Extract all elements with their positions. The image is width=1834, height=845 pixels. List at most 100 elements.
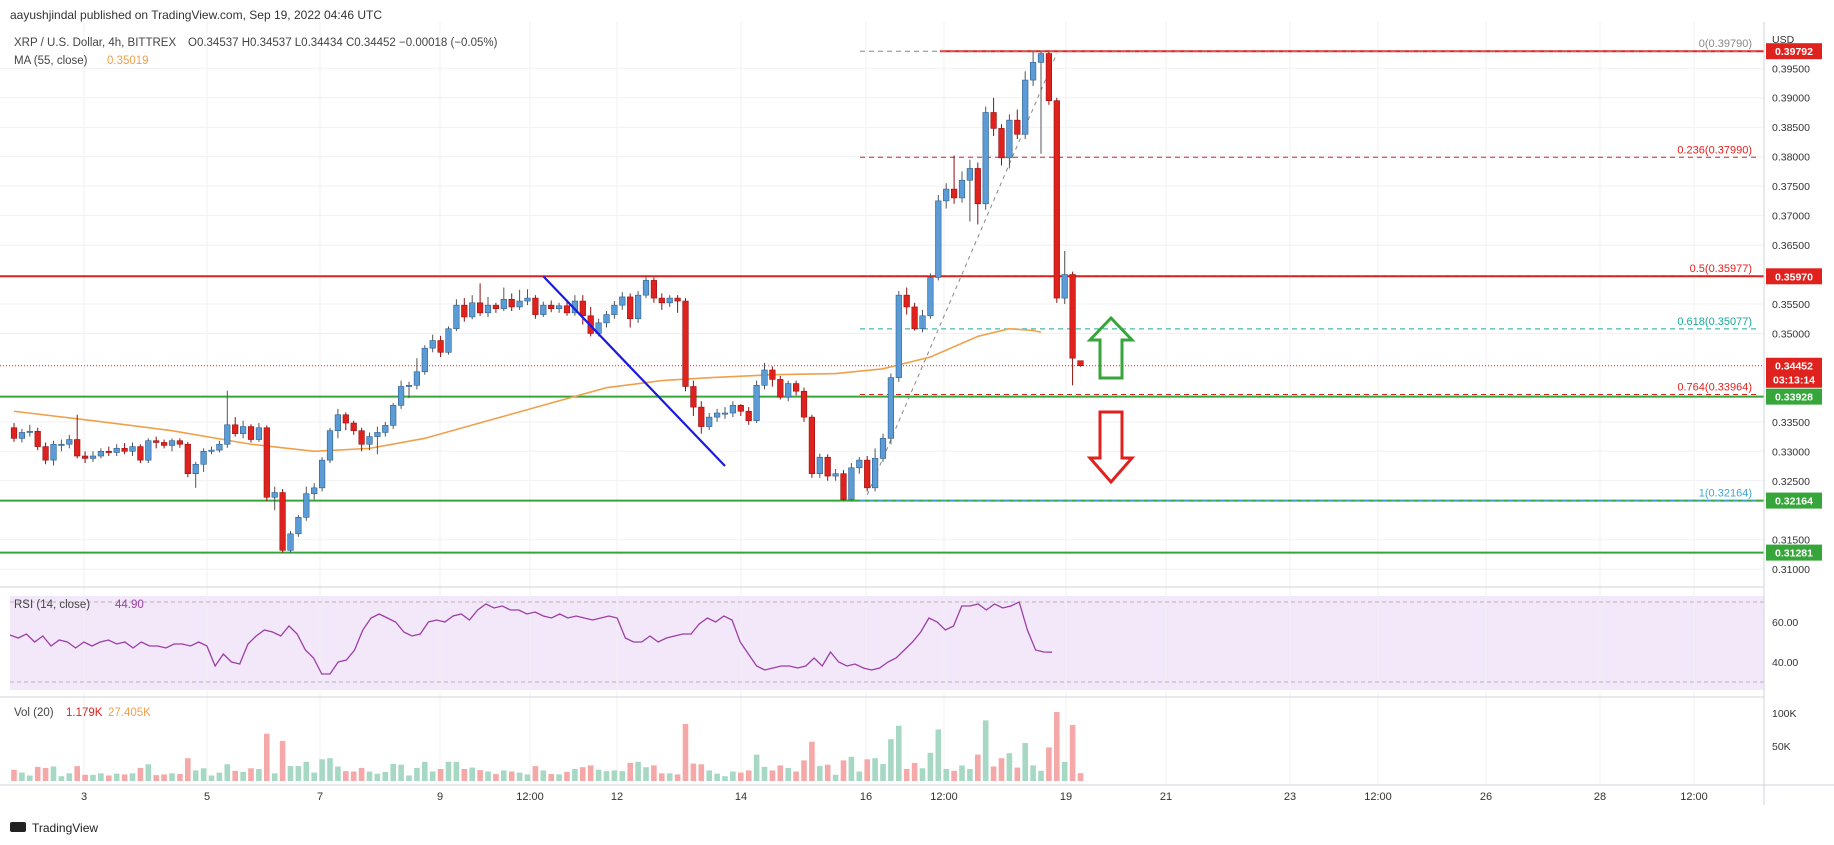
candle bbox=[34, 427, 41, 451]
volume-bar bbox=[279, 740, 286, 781]
volume-bar bbox=[919, 768, 926, 781]
volume-bar bbox=[169, 773, 175, 781]
time-tick-label: 9 bbox=[437, 791, 443, 803]
volume-bar bbox=[485, 771, 491, 781]
candle bbox=[911, 302, 918, 331]
time-tick-label: 12:00 bbox=[930, 791, 958, 803]
candle bbox=[508, 293, 515, 312]
candle bbox=[429, 334, 436, 353]
volume-bar bbox=[872, 758, 878, 781]
volume-tick-label: 50K bbox=[1772, 741, 1791, 753]
candle bbox=[706, 413, 713, 431]
candle bbox=[1077, 360, 1084, 367]
candle bbox=[745, 407, 752, 425]
candle bbox=[287, 530, 294, 553]
volume-bar bbox=[761, 766, 768, 781]
candle bbox=[97, 448, 104, 459]
candle-body-up bbox=[295, 517, 302, 535]
candle bbox=[1069, 271, 1076, 386]
time-axis[interactable]: 3 5 7 9 12:00 12 14 16 12:00 19 21 23 12:00 26 28 12:00 bbox=[81, 791, 1708, 803]
candle bbox=[263, 425, 270, 502]
volume-bar bbox=[990, 766, 997, 781]
candle-body-up bbox=[887, 377, 894, 439]
volume-bar bbox=[232, 770, 238, 781]
candle bbox=[729, 401, 736, 418]
price-tick-label: 0.38500 bbox=[1772, 122, 1810, 134]
candle bbox=[200, 448, 207, 472]
candle bbox=[713, 408, 721, 422]
candle-body-up bbox=[713, 412, 721, 418]
candle-body-up bbox=[240, 426, 247, 434]
rsi-tick-label: 60.00 bbox=[1772, 617, 1798, 629]
direction-arrows bbox=[1086, 315, 1136, 485]
candle-body-up bbox=[982, 112, 989, 205]
tradingview-logo[interactable]: TradingView bbox=[10, 821, 98, 835]
candle-body-down bbox=[279, 492, 286, 551]
candle-body-down bbox=[153, 440, 160, 443]
candle bbox=[737, 404, 744, 416]
candle-body-up bbox=[429, 340, 436, 349]
volume-bar bbox=[508, 771, 515, 781]
candle-body-up bbox=[318, 459, 326, 489]
volume-bar bbox=[58, 776, 65, 781]
candle bbox=[500, 287, 507, 312]
volume-bar bbox=[200, 768, 207, 781]
candle bbox=[998, 124, 1005, 166]
volume-bar bbox=[1061, 761, 1068, 781]
candle bbox=[437, 335, 444, 358]
price-pane[interactable] bbox=[0, 22, 1764, 587]
candle-body-up bbox=[706, 416, 713, 427]
volume-bar bbox=[137, 767, 144, 781]
candle bbox=[666, 295, 673, 307]
candle-body-down bbox=[745, 410, 752, 421]
candle bbox=[484, 296, 492, 317]
candle-body-up bbox=[18, 432, 26, 439]
candle-body-up bbox=[200, 451, 207, 465]
volume-bar bbox=[461, 769, 468, 781]
volume-bar bbox=[343, 771, 349, 781]
volume-value: 1.179K bbox=[66, 707, 103, 719]
candle bbox=[318, 457, 326, 492]
candle bbox=[966, 159, 973, 222]
candle-body-up bbox=[832, 473, 839, 477]
price-tick-label: 0.37500 bbox=[1772, 181, 1810, 193]
candle bbox=[619, 292, 626, 310]
time-tick-label: 3 bbox=[81, 791, 87, 803]
volume-bar bbox=[287, 766, 294, 781]
volume-bar bbox=[414, 767, 420, 781]
candle bbox=[413, 358, 421, 390]
volume-bar bbox=[248, 768, 254, 781]
price-axis[interactable]: 0.39500 0.39000 0.38500 0.38000 0.37500 0.370… bbox=[1766, 43, 1822, 576]
candle-body-down bbox=[563, 305, 571, 314]
volume-bar bbox=[90, 774, 96, 781]
candle-body-up bbox=[50, 443, 57, 461]
price-badge-label: 0.32164 bbox=[1775, 496, 1813, 508]
volume-bar bbox=[469, 767, 475, 781]
candle bbox=[642, 275, 650, 299]
candle bbox=[247, 424, 255, 443]
volume-bar bbox=[651, 765, 657, 781]
time-tick-label: 5 bbox=[204, 791, 210, 803]
candle-body-up bbox=[1022, 79, 1029, 135]
volume-bar bbox=[548, 774, 554, 781]
candle bbox=[943, 183, 950, 209]
volume-bar bbox=[1054, 712, 1060, 781]
candle-body-down bbox=[232, 424, 239, 434]
candle-body-up bbox=[966, 168, 973, 181]
candle bbox=[840, 470, 847, 501]
price-badge bbox=[1766, 492, 1822, 509]
volume-bar bbox=[406, 775, 412, 781]
candle bbox=[161, 439, 168, 449]
candle bbox=[1014, 109, 1021, 139]
volume-bar bbox=[1046, 747, 1052, 781]
volume-bar bbox=[74, 766, 80, 781]
candle bbox=[650, 277, 657, 303]
candle bbox=[603, 311, 610, 328]
candle-body-up bbox=[785, 383, 792, 398]
candle bbox=[453, 299, 460, 332]
candle bbox=[1061, 250, 1068, 304]
volume-bar bbox=[840, 760, 847, 781]
candle bbox=[176, 438, 184, 448]
volume-bar bbox=[1077, 773, 1084, 781]
